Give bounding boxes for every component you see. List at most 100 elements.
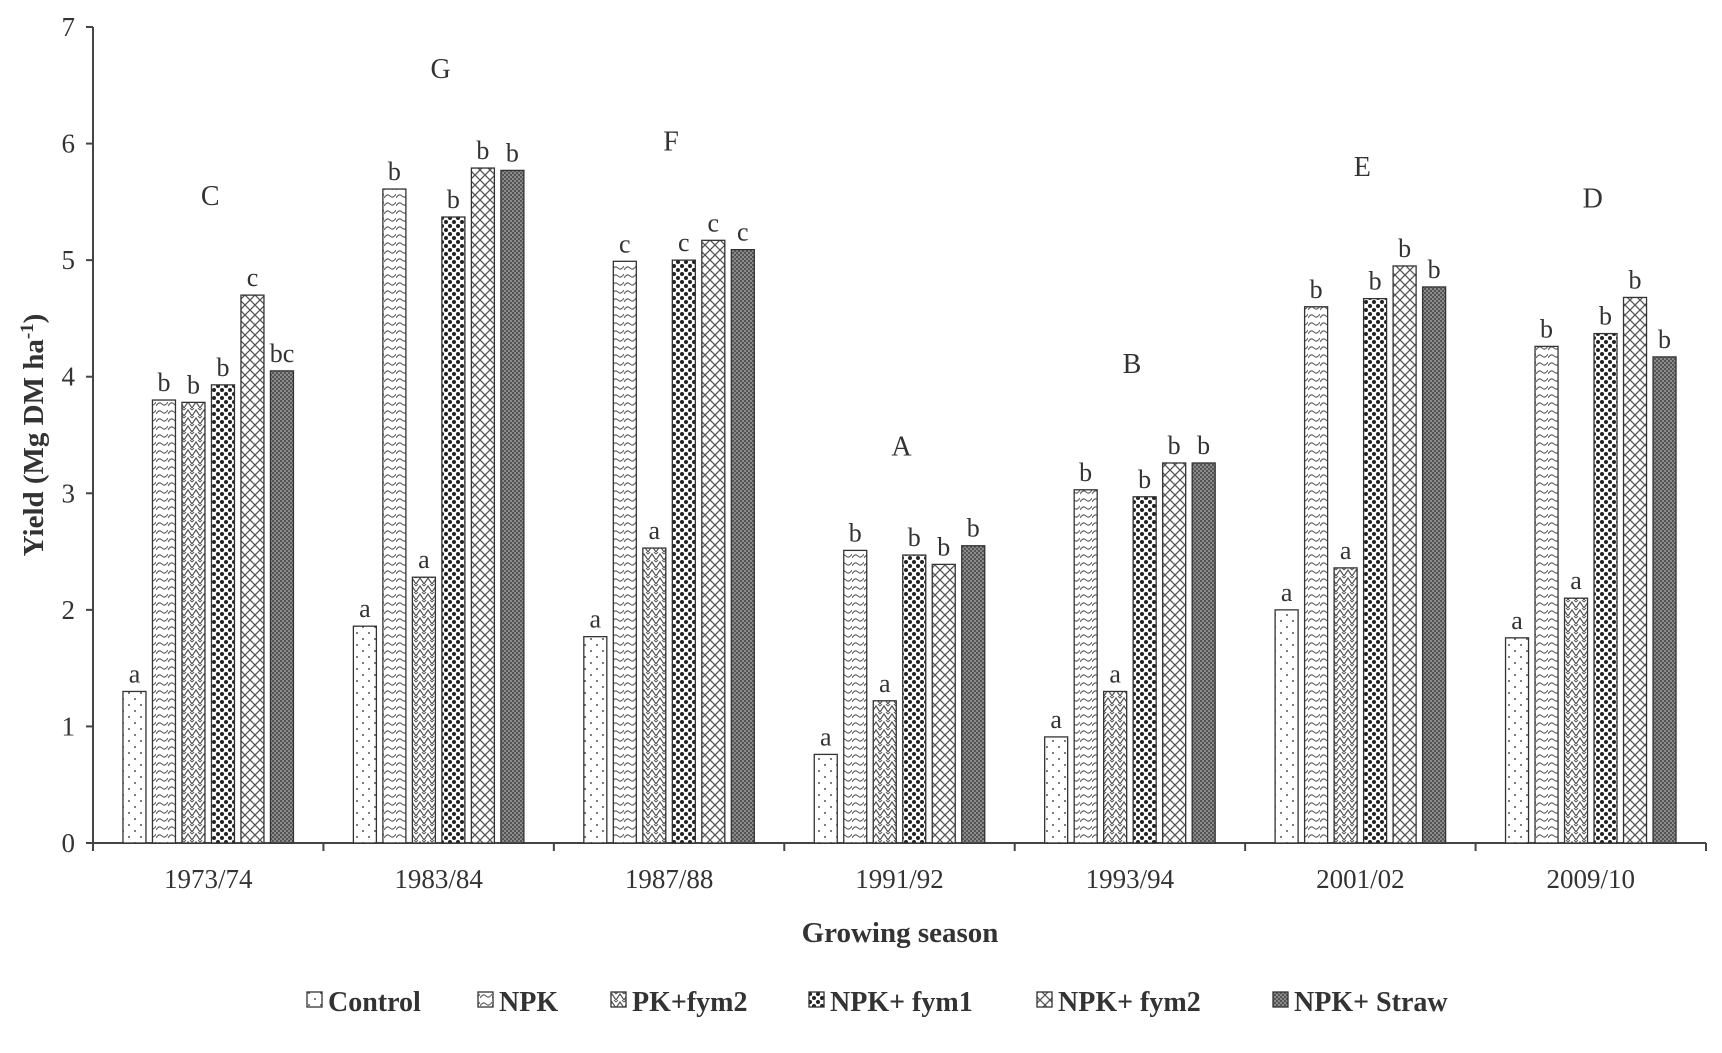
significance-letter: b [1540, 314, 1553, 343]
significance-letter: b [849, 518, 862, 547]
legend-swatch [1036, 991, 1053, 1008]
significance-letter: a [649, 516, 661, 545]
bar-control-1987-88 [583, 636, 608, 844]
category-label: 1991/92 [855, 864, 944, 894]
group-letter: G [431, 54, 451, 85]
bar-pk-fym2-2001-02 [1333, 567, 1358, 844]
significance-letter: a [1109, 659, 1121, 688]
bar-npk-fym1-1987-88 [671, 259, 696, 844]
group-letter: F [663, 126, 679, 157]
bar-npk-fym2-1993-94 [1162, 462, 1187, 844]
bar-npk-fym2-1991-92 [931, 563, 956, 844]
bar-npk-fym2-2001-02 [1392, 265, 1417, 844]
bar-pk-fym2-1983-84 [411, 576, 437, 844]
y-tick-label: 0 [62, 828, 76, 858]
y-tick-label: 7 [62, 12, 76, 42]
significance-letter: b [216, 353, 229, 382]
bar-npk-straw-2001-02 [1421, 286, 1447, 844]
legend-swatch [808, 991, 825, 1008]
y-tick-label: 2 [62, 595, 76, 625]
legend: Control NPK PK+fym2 NPK+ fym1 NPK+ fym2 NPK+ … [306, 987, 1448, 1018]
bars [122, 167, 1677, 844]
significance-letter: c [247, 263, 259, 292]
category-label: 1993/94 [1086, 864, 1175, 894]
significance-letter: b [157, 368, 170, 397]
significance-letter: c [708, 208, 720, 237]
bar-npk-2009-10 [1534, 345, 1559, 844]
y-tick-label: 4 [62, 362, 76, 392]
significance-letter: b [1658, 325, 1671, 354]
x-axis-title: Growing season [802, 917, 999, 949]
category-label: 1983/84 [394, 864, 483, 894]
significance-letter: b [447, 185, 460, 214]
bar-npk-2001-02 [1303, 306, 1329, 844]
significance-letter: a [129, 659, 141, 688]
bar-npk-1983-84 [382, 188, 407, 844]
significance-letter: b [1310, 275, 1323, 304]
significance-letter: a [1050, 705, 1062, 734]
significance-letter: b [908, 523, 921, 552]
significance-letter: a [879, 669, 891, 698]
group-letter: B [1123, 349, 1142, 380]
legend-label: Control [328, 987, 421, 1018]
significance-letter: a [820, 722, 832, 751]
y-tick-label: 3 [62, 478, 76, 508]
significance-letter: a [1340, 536, 1352, 565]
bar-pk-fym2-1991-92 [872, 700, 897, 844]
bar-npk-straw-1983-84 [500, 169, 525, 844]
category-label: 1987/88 [625, 864, 714, 894]
bar-control-2001-02 [1274, 609, 1299, 844]
category-label: 2001/02 [1316, 864, 1405, 894]
significance-letter: b [1629, 265, 1642, 294]
bar-control-1983-84 [352, 625, 378, 844]
significance-letter: b [187, 370, 200, 399]
bar-pk-fym2-1973-74 [181, 401, 206, 844]
significance-letter: b [1168, 431, 1181, 460]
significance-letter: b [1599, 302, 1612, 331]
bar-npk-1987-88 [612, 260, 637, 844]
legend-swatch [1272, 991, 1289, 1008]
significance-letter: a [1281, 578, 1293, 607]
significance-letter: b [967, 514, 980, 543]
legend-label: NPK+ fym1 [830, 987, 973, 1018]
significance-letter: a [1511, 606, 1523, 635]
group-letters: C G F A B E D [201, 54, 1603, 463]
significance-letter: a [590, 605, 602, 634]
significance-letter: b [1197, 431, 1210, 460]
significance-letter: c [737, 218, 749, 247]
bar-npk-straw-1973-74 [269, 370, 295, 844]
significance-letter: b [937, 532, 950, 561]
bar-control-2009-10 [1504, 637, 1530, 844]
legend-label: NPK+ fym2 [1058, 987, 1201, 1018]
bar-npk-fym2-1973-74 [240, 294, 265, 844]
bar-npk-straw-1987-88 [730, 249, 755, 844]
category-label: 1973/74 [164, 864, 253, 894]
significance-letter: b [1138, 465, 1151, 494]
group-letter: D [1583, 183, 1603, 214]
y-tick-label: 5 [62, 245, 76, 275]
legend-swatch [610, 991, 627, 1008]
bar-pk-fym2-1987-88 [642, 547, 667, 844]
bar-pk-fym2-2009-10 [1563, 597, 1589, 844]
significance-letter: b [476, 136, 489, 165]
y-tick-label: 1 [62, 711, 76, 741]
bar-npk-straw-1991-92 [961, 545, 986, 844]
significance-letter: a [1570, 566, 1582, 595]
bar-npk-fym1-2001-02 [1362, 297, 1388, 844]
significance-letter: c [619, 229, 631, 258]
group-letter: A [891, 432, 912, 463]
legend-label: NPK [499, 987, 558, 1018]
significance-letter: a [418, 545, 430, 574]
significance-letter: b [506, 138, 519, 167]
bar-npk-fym1-2009-10 [1593, 332, 1618, 844]
bar-npk-fym1-1973-74 [210, 384, 236, 844]
legend-swatch [477, 991, 494, 1008]
significance-letter: c [678, 228, 690, 257]
bar-control-1991-92 [813, 753, 838, 844]
group-letter: E [1354, 152, 1371, 183]
bar-control-1973-74 [122, 690, 147, 844]
significance-letter: b [1369, 267, 1382, 296]
legend-label: NPK+ Straw [1294, 987, 1448, 1018]
bar-npk-fym2-1983-84 [470, 167, 496, 844]
